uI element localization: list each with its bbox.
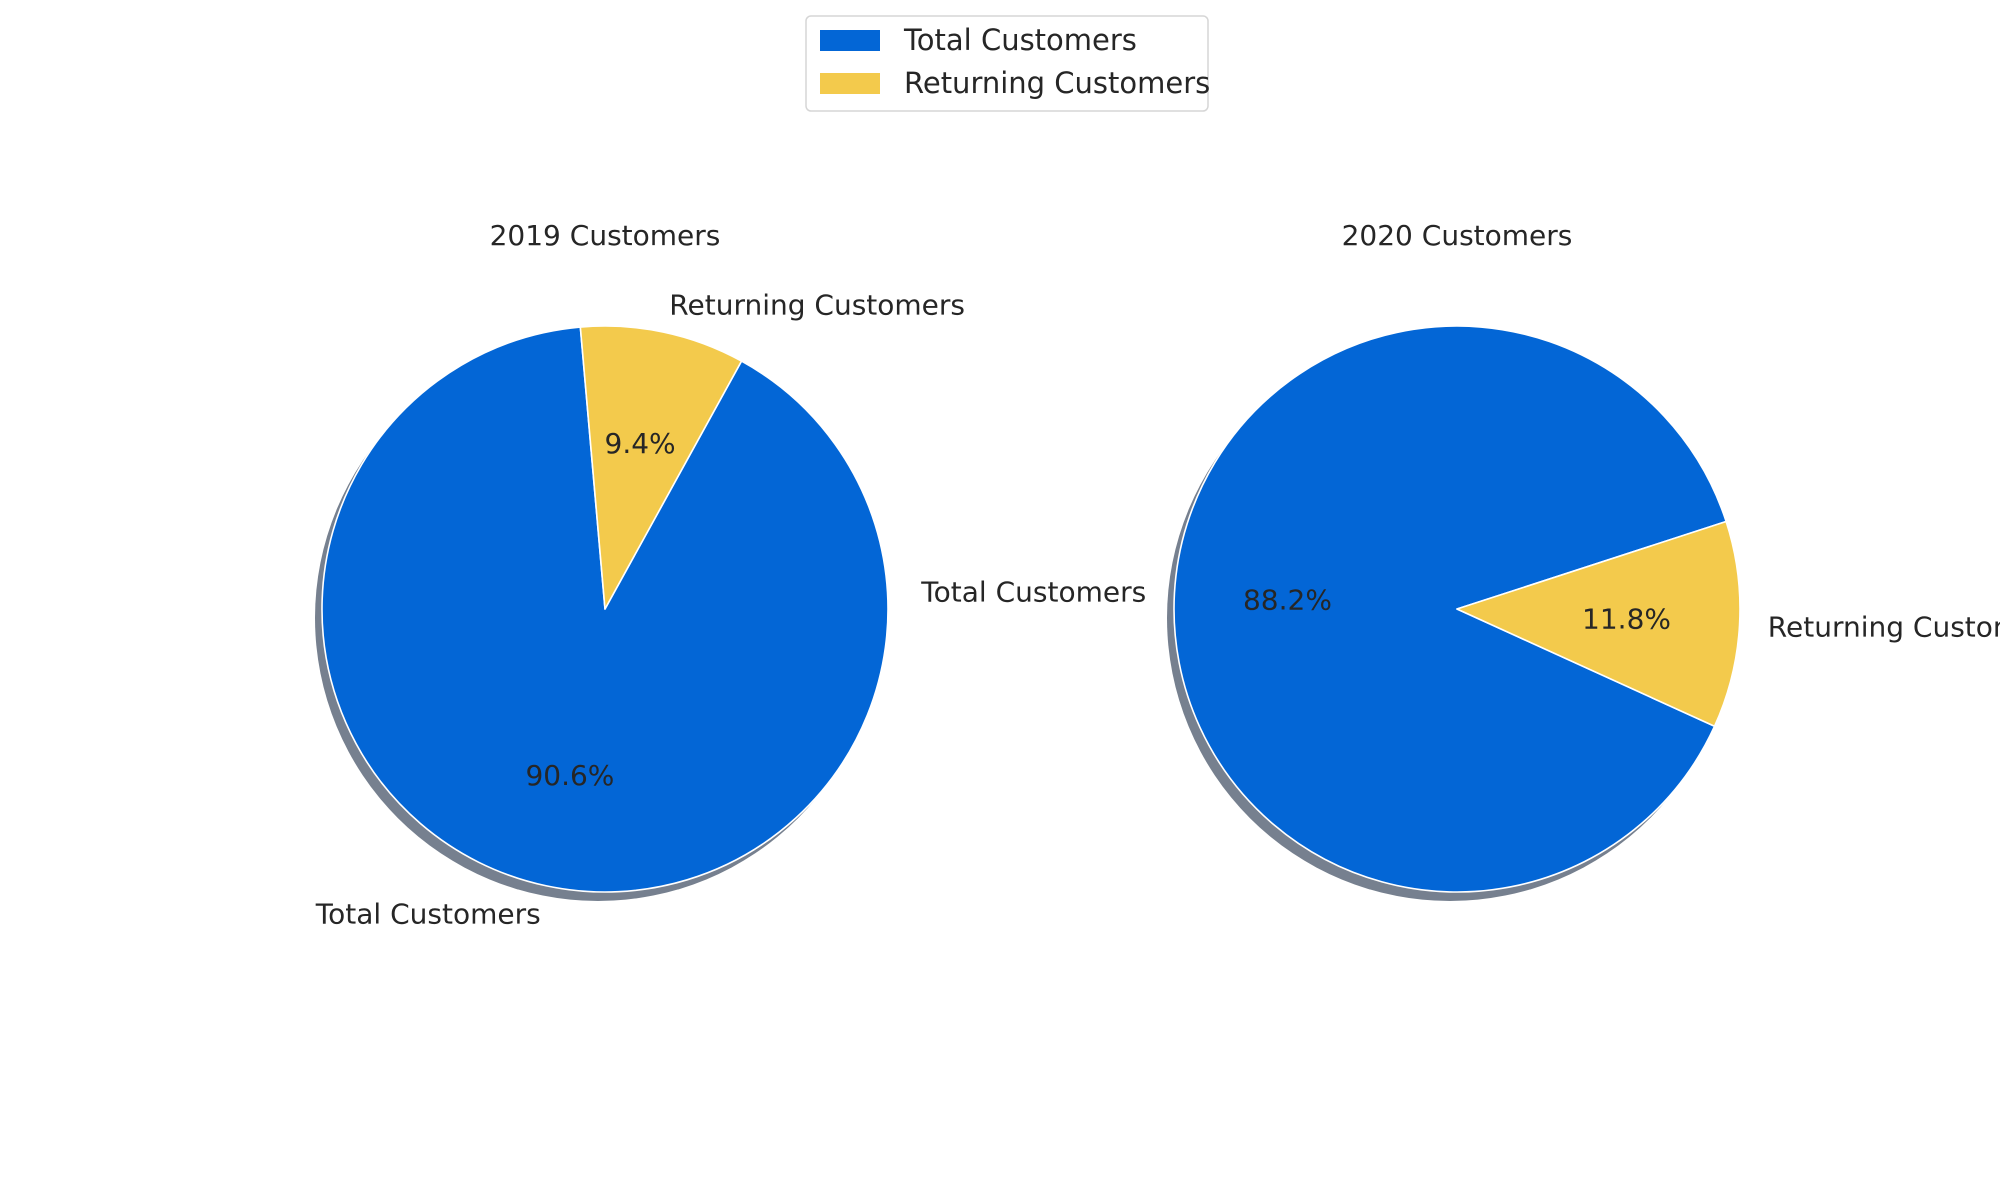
legend: Total Customers Returning Customers [805, 15, 1210, 112]
pie-chart-2019: 2019 Customers 90.6% Total Customers 9.4% R… [315, 219, 965, 931]
pie-slice-2020-returning [1456, 520, 1741, 728]
pie-chart-2020: 2020 Customers 88.2% Total Customers 11.8%… [920, 219, 2000, 901]
slice-label-2020-returning: Returning Customers [1768, 611, 2000, 644]
pct-label-2019-total: 90.6% [525, 759, 614, 792]
legend-label-returning: Returning Customers [904, 66, 1210, 100]
legend-label-total: Total Customers [903, 23, 1137, 57]
legend-swatch-total [820, 30, 880, 51]
legend-frame [805, 15, 1209, 112]
pie-slice-2020-total [1173, 325, 1727, 893]
slice-label-2020-total: Total Customers [920, 575, 1146, 608]
slice-label-2019-total: Total Customers [315, 898, 541, 931]
pct-label-2020-total: 88.2% [1243, 583, 1332, 616]
legend-swatch-returning [820, 73, 880, 94]
pie-title-2019: 2019 Customers [490, 219, 721, 252]
pct-label-2020-returning: 11.8% [1582, 603, 1671, 636]
pct-label-2019-returning: 9.4% [605, 427, 676, 460]
pie-slice-2019-returning [579, 325, 743, 610]
slice-label-2019-returning: Returning Customers [669, 288, 965, 321]
pie-title-2020: 2020 Customers [1342, 219, 1573, 252]
